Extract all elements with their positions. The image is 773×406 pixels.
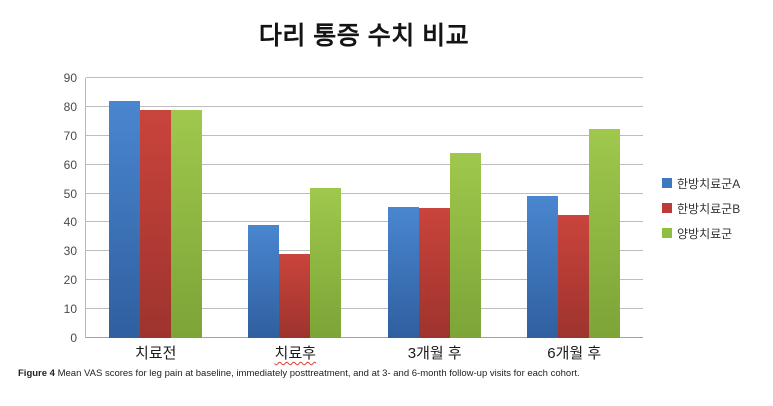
gridline-50	[86, 192, 643, 194]
bar-group-1	[86, 78, 225, 338]
bar-한방치료군A-3개월 후	[387, 206, 419, 338]
x-label-4: 6개월 후	[547, 345, 602, 362]
gridline-0	[86, 337, 643, 338]
chart-body: 0 10 20 30 40 50 60 70 80 90 한방치료군A 한방치료군B 양방치료군	[0, 72, 773, 344]
y-tick-label-20: 20	[63, 273, 77, 288]
legend-item-한방치료군A: 한방치료군A	[662, 175, 740, 192]
legend-swatch-icon	[662, 203, 672, 213]
bar-한방치료군A-치료전	[109, 101, 141, 338]
y-tick-label-70: 70	[63, 128, 77, 143]
bar-group-3	[365, 78, 504, 338]
y-tick-label-30: 30	[63, 244, 77, 259]
x-label-1: 치료전	[135, 345, 177, 362]
bar-양방치료군-치료전	[171, 109, 203, 338]
y-tick-label-0: 0	[70, 331, 77, 345]
legend-label: 한방치료군A	[677, 176, 741, 191]
bar-한방치료군A-치료후	[248, 225, 280, 338]
bar-한방치료군B-치료전	[140, 109, 172, 338]
gridline-70	[86, 134, 643, 136]
x-label-2: 치료후	[274, 345, 316, 362]
y-tick-label-80: 80	[63, 99, 77, 114]
y-tick-label-40: 40	[63, 215, 77, 230]
legend-item-양방치료군: 양방치료군	[662, 225, 740, 242]
figure-caption: Figure 4 Mean VAS scores for leg pain at…	[18, 368, 773, 379]
bar-양방치료군-치료후	[310, 187, 342, 338]
gridline-20	[86, 279, 643, 281]
y-tick-label-60: 60	[63, 157, 77, 172]
y-tick-label-50: 50	[63, 186, 77, 201]
x-label-3: 3개월 후	[407, 345, 462, 362]
x-axis-labels: 치료전 치료후 3개월 후 6개월 후	[86, 342, 644, 363]
bar-한방치료군B-6개월 후	[557, 215, 589, 338]
chart-title: 다리 통증 수치 비교	[258, 22, 470, 50]
figure-caption-text: Mean VAS scores for leg pain at baseline…	[54, 368, 580, 379]
bar-양방치료군-3개월 후	[449, 153, 481, 338]
gridline-40	[86, 221, 643, 223]
bar-한방치료군B-치료후	[279, 254, 311, 338]
gridline-10	[86, 308, 643, 310]
plot-area	[85, 77, 643, 338]
legend-swatch-icon	[662, 178, 672, 188]
gridline-30	[86, 250, 643, 252]
bar-한방치료군B-3개월 후	[418, 208, 450, 338]
legend-label: 양방치료군	[677, 226, 733, 241]
bar-한방치료군A-6개월 후	[526, 196, 558, 338]
y-axis: 0 10 20 30 40 50 60 70 80 90	[0, 72, 85, 344]
legend-label: 한방치료군B	[677, 201, 741, 216]
bar-양방치료군-6개월 후	[588, 128, 620, 338]
y-tick-label-10: 10	[63, 302, 77, 317]
gridline-90	[86, 77, 643, 78]
legend: 한방치료군A 한방치료군B 양방치료군	[662, 78, 740, 338]
legend-item-한방치료군B: 한방치료군B	[662, 200, 740, 217]
legend-swatch-icon	[662, 228, 672, 238]
gridline-60	[86, 163, 643, 165]
y-tick-label-90: 90	[63, 71, 77, 85]
bar-group-2	[225, 78, 364, 338]
figure-caption-label: Figure 4	[18, 368, 55, 379]
bar-groups	[86, 78, 643, 338]
bar-group-4	[504, 78, 643, 338]
gridline-80	[86, 105, 643, 107]
